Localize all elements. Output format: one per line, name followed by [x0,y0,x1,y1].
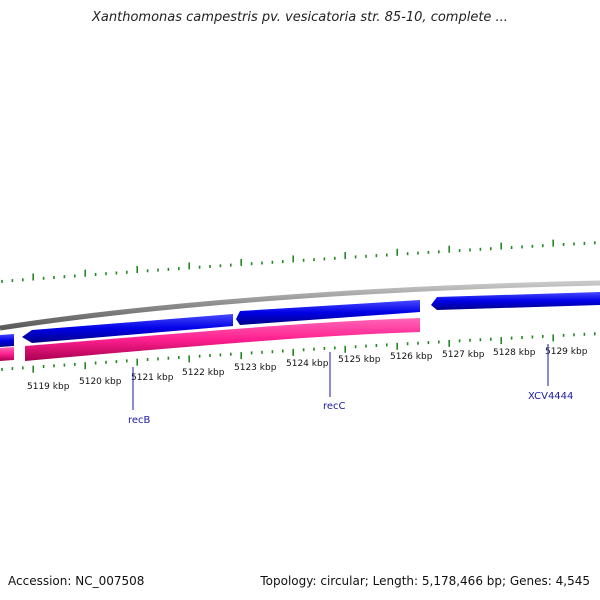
kbp-label: 5126 kbp [390,352,433,362]
forward-gene-feature [22,314,233,343]
outer-tick-track [1,239,596,283]
kbp-label: 5121 kbp [131,373,174,383]
kbp-label: 5124 kbp [286,359,329,369]
reverse-strand-track [0,318,420,361]
map-title: Xanthomonas campestris pv. vesicatoria s… [92,10,508,25]
gene-label-text: recB [128,415,151,426]
scale-labels: 5119 kbp 5120 kbp 5121 kbp 5122 kbp 5123… [27,347,588,392]
gene-label-text: recC [323,401,346,412]
kbp-label: 5119 kbp [27,382,70,392]
forward-gene-feature [236,300,420,325]
kbp-label: 5123 kbp [234,363,277,373]
reverse-gene-feature [25,318,420,361]
inner-tick-track [1,332,596,373]
forward-gene-feature [0,334,14,347]
kbp-label: 5122 kbp [182,368,225,378]
kbp-label: 5120 kbp [79,377,122,387]
reverse-gene-feature [0,347,14,361]
kbp-label: 5129 kbp [545,347,588,357]
genome-backbone [0,280,600,331]
kbp-label: 5125 kbp [338,355,381,365]
kbp-label: 5128 kbp [493,348,536,358]
gene-label-recB[interactable]: recB [128,367,151,426]
gene-label-recC[interactable]: recC [323,352,346,412]
topology-summary: Topology: circular; Length: 5,178,466 bp… [260,574,590,588]
forward-strand-track [0,292,600,347]
accession-text: Accession: NC_007508 [8,574,145,588]
forward-gene-feature [431,292,600,310]
gene-label-text: XCV4444 [528,391,573,402]
kbp-label: 5127 kbp [442,350,485,360]
gene-label-XCV4444[interactable]: XCV4444 [528,344,573,402]
